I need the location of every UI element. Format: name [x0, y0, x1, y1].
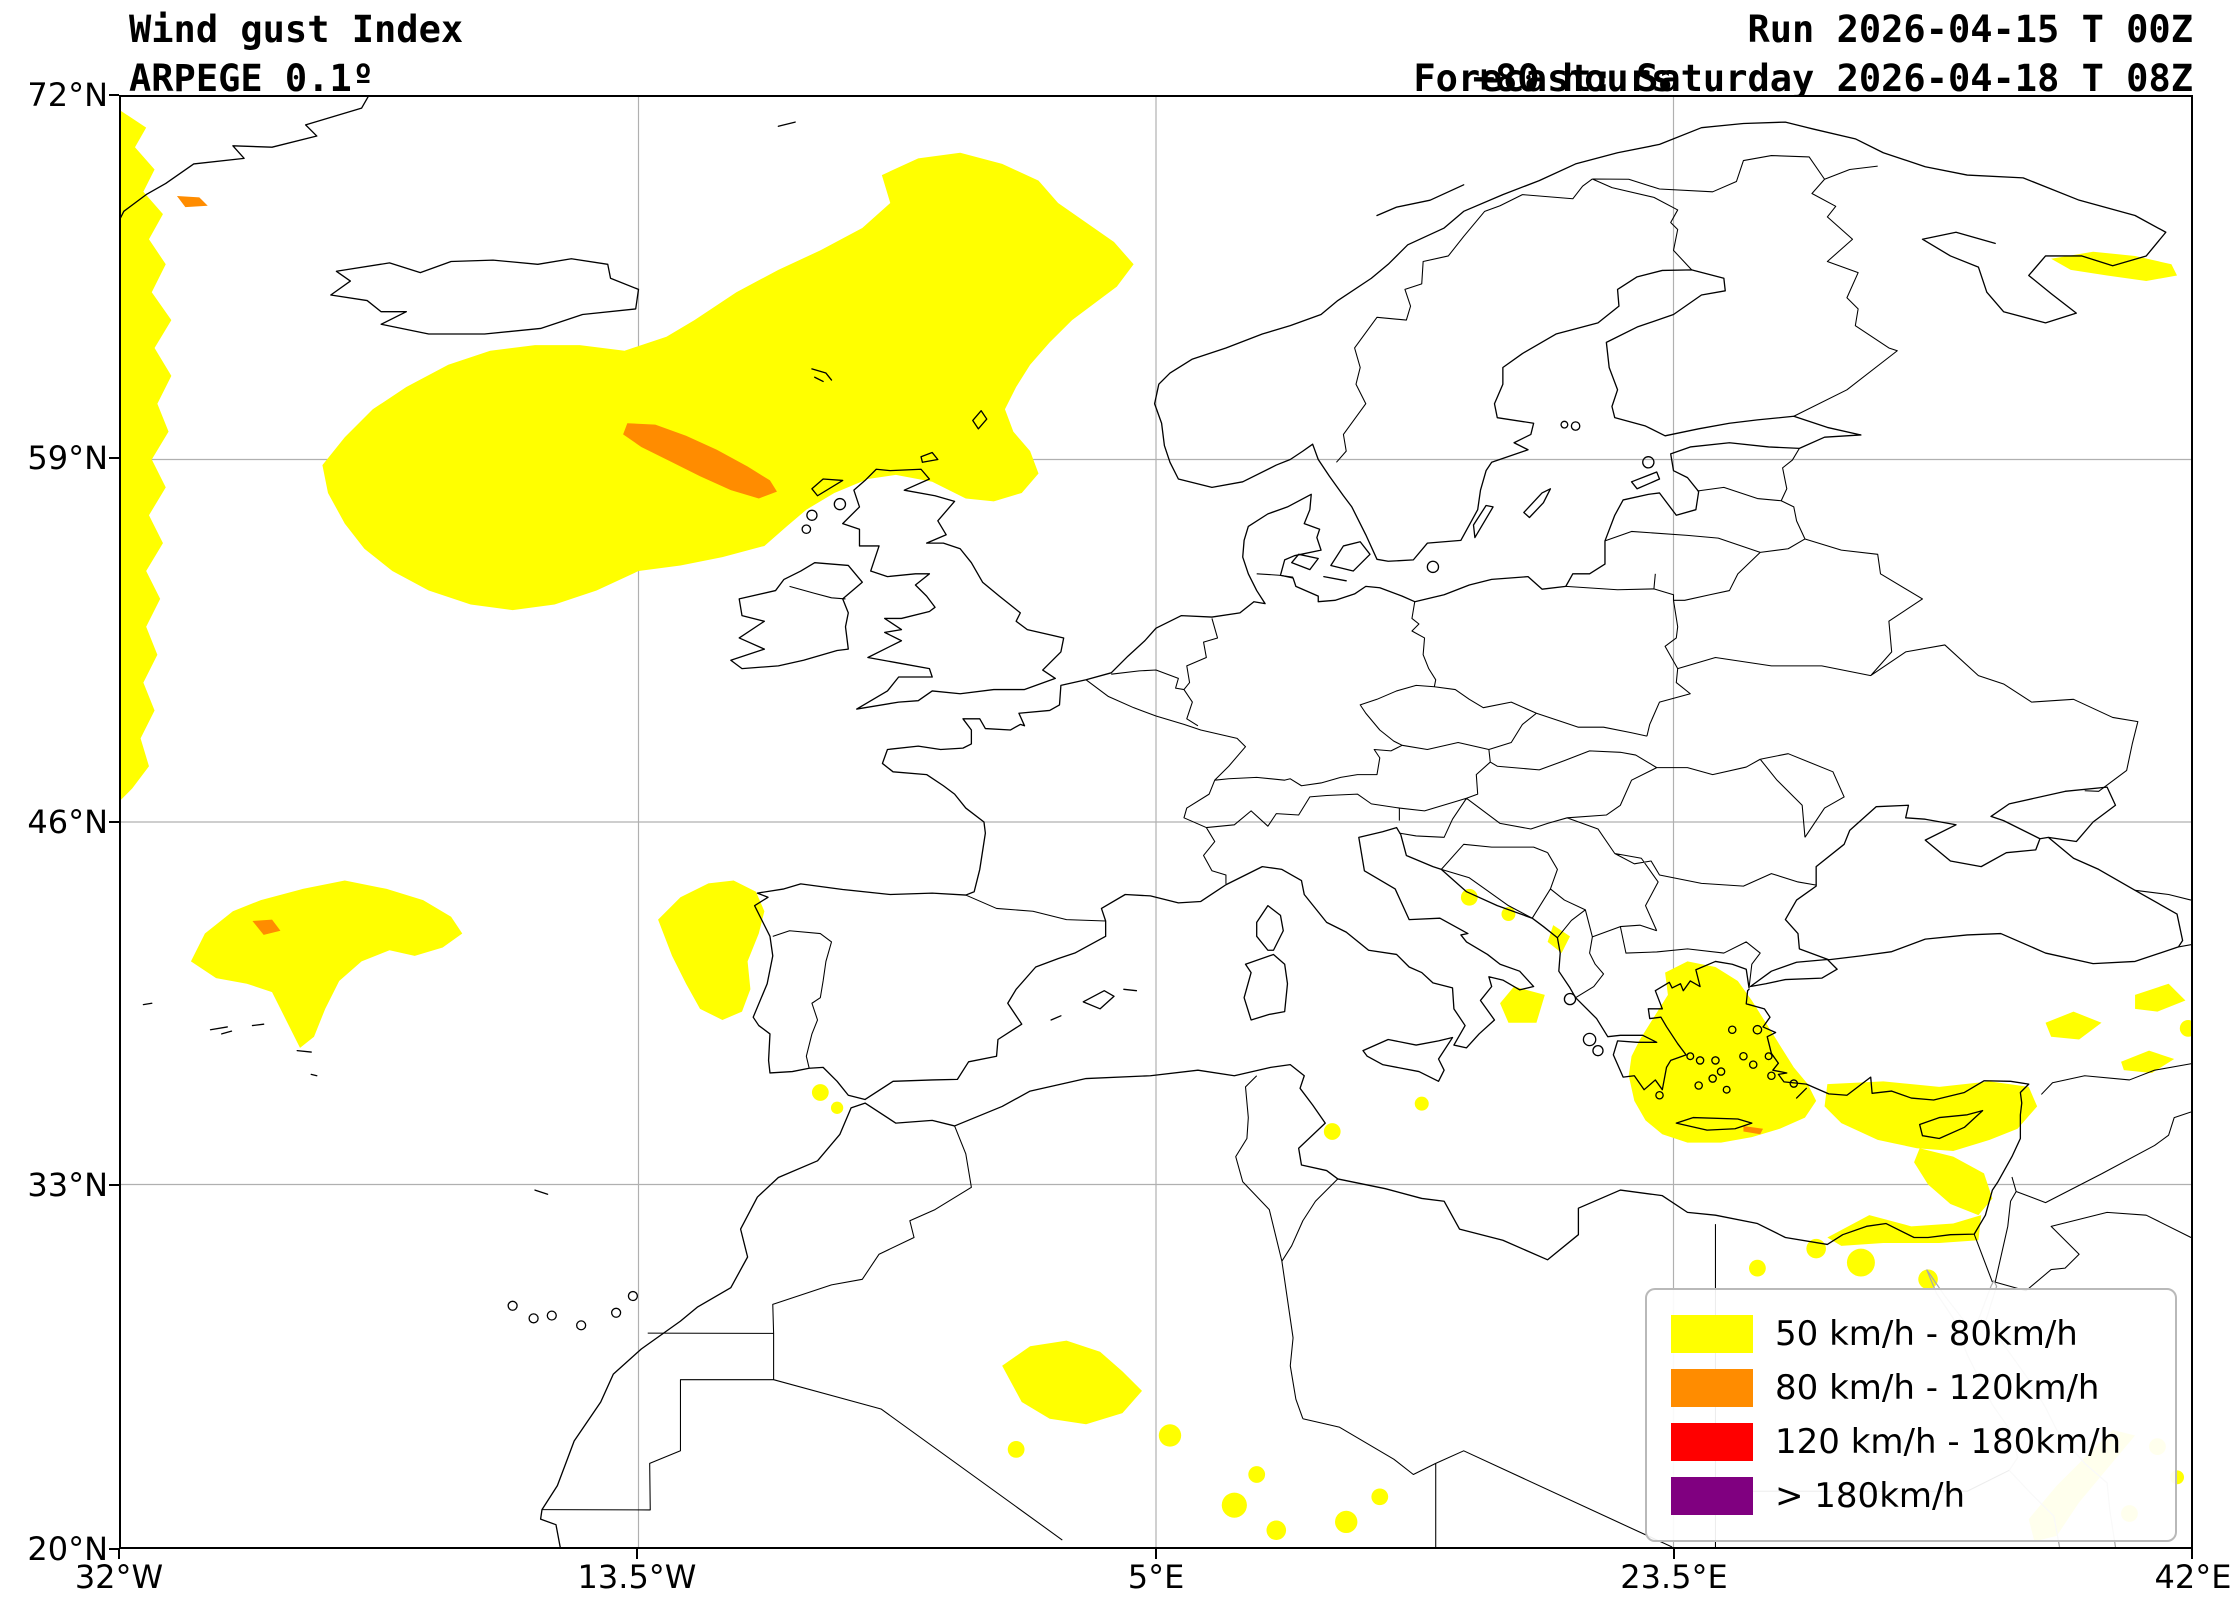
- axis-tick: [109, 94, 119, 96]
- axis-tick: [109, 1548, 119, 1550]
- legend-label: 120 km/h - 180km/h: [1775, 1422, 2122, 1462]
- axis-tick: [109, 457, 119, 459]
- gust-overlay-band2: [176, 195, 1764, 1135]
- legend-swatch-band4: [1671, 1477, 1753, 1515]
- lat-tick-label: 33°N: [27, 1166, 108, 1204]
- legend-item: > 180km/h: [1671, 1476, 2151, 1516]
- legend-item: 80 km/h - 120km/h: [1671, 1368, 2151, 1408]
- lon-tick-label: 5°E: [1127, 1558, 1185, 1596]
- page-title: Wind gust Index: [129, 8, 464, 51]
- lat-tick-label: 59°N: [27, 439, 108, 477]
- coastlines-layer: [121, 97, 2184, 1547]
- legend-box: 50 km/h - 80km/h 80 km/h - 120km/h 120 k…: [1645, 1288, 2177, 1542]
- borders-layer: [541, 155, 2191, 1547]
- legend-swatch-band3: [1671, 1423, 1753, 1461]
- lon-tick-label: 13.5°W: [577, 1558, 697, 1596]
- legend-label: 50 km/h - 80km/h: [1775, 1314, 2078, 1354]
- axis-tick: [1155, 1549, 1157, 1559]
- legend-item: 120 km/h - 180km/h: [1671, 1422, 2151, 1462]
- axis-tick: [636, 1549, 638, 1559]
- legend-item: 50 km/h - 80km/h: [1671, 1314, 2151, 1354]
- legend-label: > 180km/h: [1775, 1476, 1966, 1516]
- model-subtitle: ARPEGE 0.1º: [129, 57, 375, 100]
- forecast-datetime-label: Forecast: Saturday 2026-04-18 T 08Z: [1413, 57, 2193, 100]
- legend-label: 80 km/h - 120km/h: [1775, 1368, 2100, 1408]
- run-datetime-label: Run 2026-04-15 T 00Z: [1747, 8, 2193, 51]
- lon-tick-label: 42°E: [2154, 1558, 2232, 1596]
- axis-tick: [118, 1549, 120, 1559]
- axis-tick: [2191, 1549, 2193, 1559]
- forecast-hour-label: +80 hours: [1472, 57, 1674, 100]
- lon-tick-label: 23.5°E: [1620, 1558, 1728, 1596]
- axis-tick: [1673, 1549, 1675, 1559]
- lat-tick-label: 46°N: [27, 803, 108, 841]
- legend-swatch-band2: [1671, 1369, 1753, 1407]
- axis-tick: [109, 821, 119, 823]
- lat-tick-label: 20°N: [27, 1530, 108, 1568]
- lat-tick-label: 72°N: [27, 76, 108, 114]
- lon-tick-label: 32°W: [74, 1558, 164, 1596]
- axis-tick: [109, 1184, 119, 1186]
- legend-swatch-band1: [1671, 1315, 1753, 1353]
